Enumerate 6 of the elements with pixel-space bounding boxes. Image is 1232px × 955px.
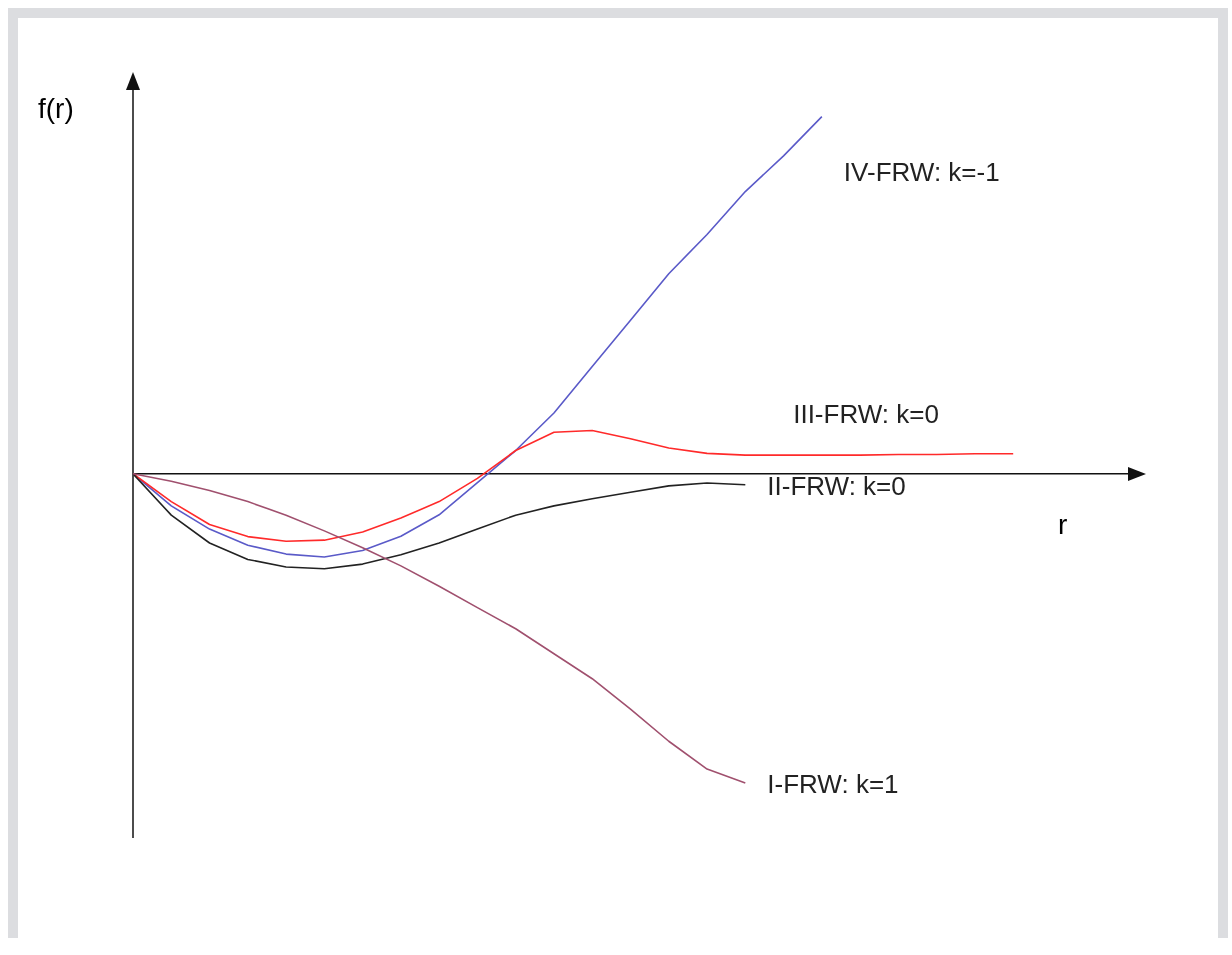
series-label: I-FRW: k=1: [767, 769, 899, 801]
x-axis-title: r: [1058, 508, 1068, 541]
y-axis-title: f(r): [38, 93, 74, 125]
series-label: III-FRW: k=0: [793, 398, 939, 430]
series-label: II-FRW: k=0: [767, 470, 906, 502]
series-label: IV-FRW: k=-1: [843, 156, 1000, 188]
